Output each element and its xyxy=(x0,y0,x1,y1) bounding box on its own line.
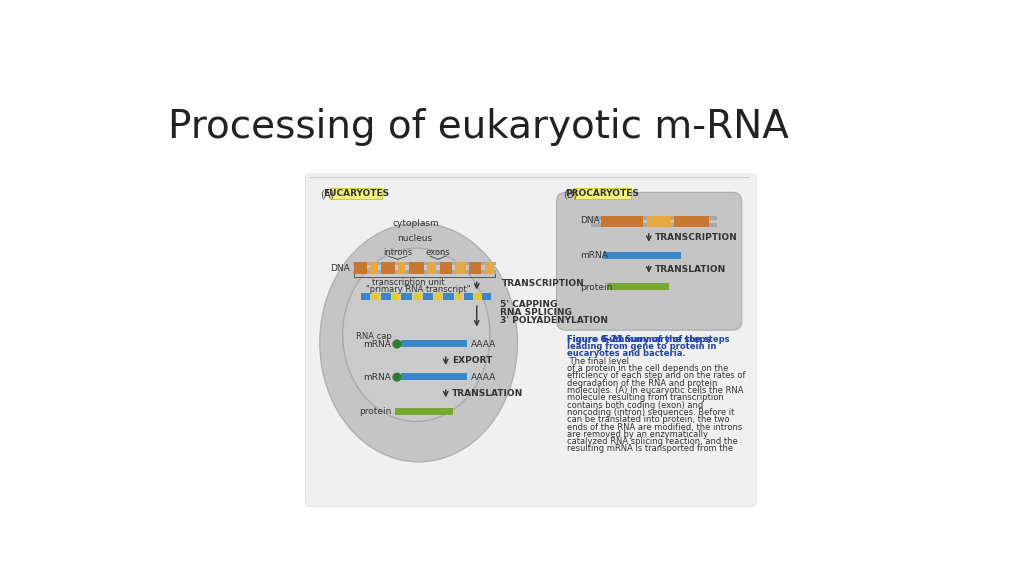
Bar xyxy=(360,293,370,300)
Text: nucleus: nucleus xyxy=(397,234,432,243)
Bar xyxy=(592,216,717,220)
Text: mRNA: mRNA xyxy=(364,373,391,382)
Text: TRANSCRIPTION: TRANSCRIPTION xyxy=(655,233,737,242)
Text: resulting mRNA is transported from the: resulting mRNA is transported from the xyxy=(567,445,733,453)
Bar xyxy=(607,283,669,290)
Bar xyxy=(400,340,467,347)
Bar xyxy=(574,188,631,199)
Text: can be translated into protein, the two: can be translated into protein, the two xyxy=(567,415,730,425)
Bar xyxy=(352,270,496,274)
Bar xyxy=(392,293,399,300)
Text: contains both coding (exon) and: contains both coding (exon) and xyxy=(567,400,703,410)
Bar xyxy=(603,252,681,259)
Bar xyxy=(484,262,494,274)
Bar xyxy=(381,293,391,300)
Circle shape xyxy=(393,373,400,381)
Bar xyxy=(354,262,367,274)
Text: Figure 6–21: Figure 6–21 xyxy=(567,335,627,344)
Text: degradation of the RNA and protein: degradation of the RNA and protein xyxy=(567,378,718,388)
Bar xyxy=(474,293,480,300)
Text: PROCARYOTES: PROCARYOTES xyxy=(565,190,639,198)
Text: DNA: DNA xyxy=(580,217,600,225)
Bar xyxy=(592,223,717,227)
Text: EXPORT: EXPORT xyxy=(452,357,493,365)
FancyBboxPatch shape xyxy=(305,174,757,506)
Text: molecules. (A) In eucaryotic cells the RNA: molecules. (A) In eucaryotic cells the R… xyxy=(567,386,743,395)
Text: TRANSLATION: TRANSLATION xyxy=(452,389,523,398)
Bar xyxy=(455,293,462,300)
Bar xyxy=(464,293,473,300)
Text: Summary of the steps: Summary of the steps xyxy=(603,335,711,344)
Text: TRANSLATION: TRANSLATION xyxy=(655,265,726,274)
Bar xyxy=(397,262,406,274)
Text: mRNA: mRNA xyxy=(364,339,391,348)
Bar xyxy=(443,293,454,300)
Text: EUCARYOTES: EUCARYOTES xyxy=(323,190,389,198)
Text: Processing of eukaryotic m-RNA: Processing of eukaryotic m-RNA xyxy=(168,108,790,146)
Text: transcription unit: transcription unit xyxy=(372,278,444,287)
Bar xyxy=(372,293,379,300)
Circle shape xyxy=(393,340,400,348)
Text: leading from gene to protein in: leading from gene to protein in xyxy=(567,342,717,351)
Bar xyxy=(352,262,496,266)
Text: introns: introns xyxy=(383,248,413,257)
Bar xyxy=(400,373,467,380)
Bar xyxy=(469,262,481,274)
Bar xyxy=(601,216,643,227)
Text: AAAA: AAAA xyxy=(471,373,496,382)
Text: efficiency of each step and on the rates of: efficiency of each step and on the rates… xyxy=(567,372,745,380)
Bar xyxy=(647,216,671,227)
Text: TRANSCRIPTION: TRANSCRIPTION xyxy=(502,279,585,287)
Text: ends of the RNA are modified, the introns: ends of the RNA are modified, the intron… xyxy=(567,423,742,431)
Bar xyxy=(455,262,466,274)
Bar xyxy=(414,293,421,300)
Text: RNA cap: RNA cap xyxy=(355,332,391,341)
Text: are removed by an enzymatically: are removed by an enzymatically xyxy=(567,430,709,439)
Bar xyxy=(427,262,436,274)
Text: The final level: The final level xyxy=(567,357,630,366)
Bar xyxy=(675,216,710,227)
FancyBboxPatch shape xyxy=(557,192,741,330)
Text: (B): (B) xyxy=(563,190,578,200)
Text: 5' CAPPING: 5' CAPPING xyxy=(500,300,557,309)
Ellipse shape xyxy=(343,248,489,422)
Text: protein: protein xyxy=(359,407,391,416)
Text: eucaryotes and bacteria.: eucaryotes and bacteria. xyxy=(567,350,686,358)
Text: mRNA: mRNA xyxy=(580,251,607,260)
Text: DNA: DNA xyxy=(330,264,349,273)
Text: noncoding (intron) sequences. Before it: noncoding (intron) sequences. Before it xyxy=(567,408,735,417)
Bar xyxy=(381,262,394,274)
Text: protein: protein xyxy=(580,283,612,291)
Bar xyxy=(370,262,378,274)
Text: molecule resulting from transcription: molecule resulting from transcription xyxy=(567,393,724,402)
Text: (A): (A) xyxy=(321,190,335,200)
Bar xyxy=(439,262,452,274)
Text: of a protein in the cell depends on the: of a protein in the cell depends on the xyxy=(567,364,729,373)
Bar xyxy=(400,293,413,300)
Bar xyxy=(330,188,382,199)
Text: "primary RNA transcript": "primary RNA transcript" xyxy=(366,285,470,294)
Text: Figure 6–21 Summary of the steps: Figure 6–21 Summary of the steps xyxy=(567,335,730,344)
Text: 3' POLYADENYLATION: 3' POLYADENYLATION xyxy=(500,316,608,325)
Bar xyxy=(423,293,432,300)
Bar xyxy=(409,262,424,274)
Text: catalyzed RNA splicing reaction, and the: catalyzed RNA splicing reaction, and the xyxy=(567,437,738,446)
Ellipse shape xyxy=(319,223,517,462)
Bar xyxy=(482,293,490,300)
Bar xyxy=(394,408,453,415)
Text: exons: exons xyxy=(426,248,451,257)
Text: RNA SPLICING: RNA SPLICING xyxy=(500,308,571,317)
Text: AAAA: AAAA xyxy=(471,339,496,348)
Text: cytoplasm: cytoplasm xyxy=(393,219,439,228)
Bar xyxy=(434,293,442,300)
